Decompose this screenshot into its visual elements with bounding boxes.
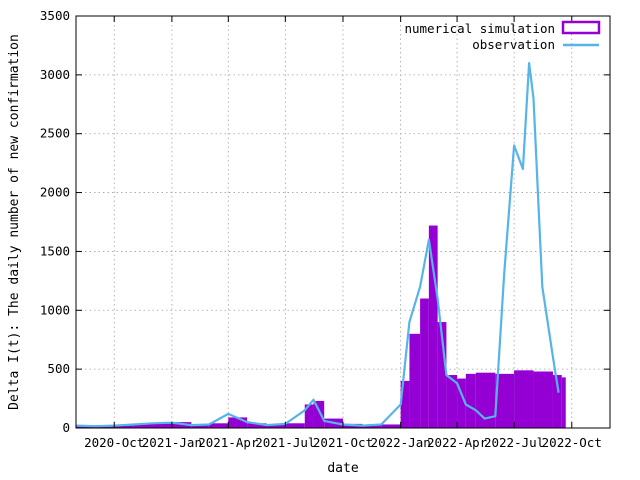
- simulation-bar: [495, 373, 515, 428]
- y-tick-label: 0: [62, 420, 70, 435]
- simulation-bar: [304, 404, 314, 428]
- y-tick-label: 1000: [40, 302, 70, 317]
- simulation-bar: [428, 225, 438, 428]
- simulation-bar: [552, 375, 562, 428]
- simulation-bar: [381, 424, 401, 428]
- y-tick-label: 500: [47, 361, 70, 376]
- y-tick-label: 3000: [40, 67, 70, 82]
- simulation-bar: [114, 425, 134, 428]
- simulation-bar: [266, 424, 286, 428]
- y-tick-label: 3500: [40, 8, 70, 23]
- x-tick-label: 2021-Oct: [313, 435, 373, 450]
- simulation-bar: [457, 378, 466, 428]
- x-tick-label: 2021-Apr: [198, 435, 259, 450]
- simulation-bar: [437, 322, 447, 428]
- simulation-bar: [561, 377, 566, 428]
- legend-observation-label: observation: [472, 37, 555, 52]
- simulation-bar: [362, 425, 382, 428]
- simulation-bar: [475, 372, 496, 428]
- y-axis-label: Delta I(t): The daily number of new conf…: [7, 34, 22, 410]
- simulation-bar: [171, 422, 192, 428]
- simulation-bar: [400, 380, 410, 428]
- legend-simulation-label: numerical simulation: [404, 21, 555, 36]
- ticks: [76, 15, 610, 429]
- simulation-bar: [208, 423, 229, 428]
- x-tick-label: 2021-Jul: [255, 435, 315, 450]
- simulation-bar: [533, 371, 553, 428]
- legend-simulation-swatch: [561, 20, 601, 35]
- simulation-bar: [152, 422, 172, 428]
- simulation-bar: [228, 417, 248, 428]
- x-tick-label: 2022-Jan: [371, 435, 431, 450]
- simulation-bar: [514, 370, 534, 428]
- simulation-bar: [247, 423, 267, 428]
- simulation-bar: [133, 423, 153, 428]
- simulation-bars: [76, 225, 566, 428]
- y-tick-labels: 0 500 1000 1500 2000 2500 3000 3500: [40, 8, 70, 435]
- simulation-bar: [76, 426, 96, 428]
- grid: [76, 16, 610, 428]
- x-axis-label: date: [327, 461, 358, 476]
- legend: numerical simulation observation: [404, 20, 601, 52]
- observation-line: [75, 61, 560, 428]
- y-tick-label: 2500: [40, 126, 70, 141]
- x-tick-label: 2021-Jan: [142, 435, 202, 450]
- x-tick-label: 2020-Oct: [84, 435, 144, 450]
- simulation-bar: [465, 373, 476, 428]
- simulation-bar: [313, 400, 325, 428]
- simulation-bar: [191, 424, 209, 428]
- observation-line-group: [75, 61, 560, 428]
- y-tick-label: 2000: [40, 185, 70, 200]
- simulation-bar: [285, 423, 305, 428]
- simulation-bar: [446, 375, 458, 428]
- x-tick-label: 2022-Jul: [484, 435, 544, 450]
- x-tick-label: 2022-Apr: [427, 435, 488, 450]
- x-tick-labels: 2020-Oct2021-Jan2021-Apr2021-Jul2021-Oct…: [84, 435, 602, 450]
- simulation-bar: [420, 298, 429, 428]
- y-tick-label: 1500: [40, 243, 70, 258]
- x-tick-label: 2022-Oct: [542, 435, 602, 450]
- simulation-bar: [409, 333, 421, 428]
